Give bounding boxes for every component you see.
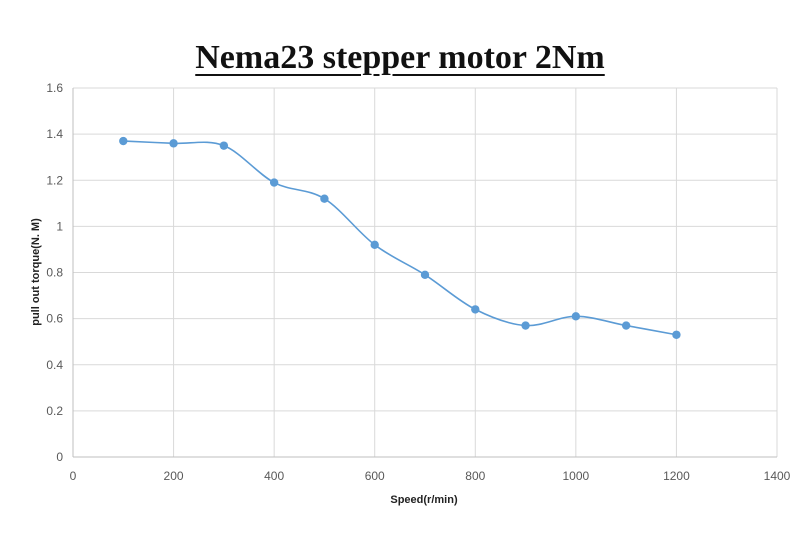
data-point bbox=[571, 312, 581, 321]
x-tick-label: 1000 bbox=[563, 469, 590, 483]
x-tick-label: 0 bbox=[70, 469, 77, 483]
x-axis-label: Speed(r/min) bbox=[390, 494, 458, 506]
y-tick-label: 0.6 bbox=[46, 312, 63, 326]
y-tick-label: 1.6 bbox=[46, 81, 63, 95]
data-point bbox=[521, 321, 530, 330]
x-tick-label: 1400 bbox=[764, 469, 791, 483]
x-tick-label: 400 bbox=[264, 469, 284, 483]
gridlines bbox=[73, 87, 778, 457]
data-point bbox=[621, 321, 631, 330]
y-tick-label: 1.4 bbox=[46, 127, 63, 141]
data-point bbox=[672, 330, 681, 339]
chart-title: Nema23 stepper motor 2Nm bbox=[195, 39, 605, 76]
x-tick-label: 800 bbox=[465, 469, 485, 483]
x-tick-label: 600 bbox=[365, 469, 385, 483]
data-point bbox=[169, 139, 178, 148]
y-tick-label: 0 bbox=[56, 450, 63, 464]
y-tick-labels: 0 0.2 0.4 0.6 0.8 1 1.2 1.4 1.6 bbox=[46, 81, 63, 464]
data-point bbox=[119, 136, 128, 146]
data-point bbox=[370, 240, 379, 250]
series-line bbox=[123, 140, 677, 336]
y-tick-label: 0.8 bbox=[46, 266, 63, 280]
data-point bbox=[471, 305, 480, 314]
y-tick-label: 1.2 bbox=[46, 173, 63, 187]
y-tick-label: 0.2 bbox=[46, 404, 63, 418]
y-tick-label: 1 bbox=[56, 219, 63, 233]
data-point bbox=[420, 270, 430, 280]
series bbox=[119, 136, 681, 339]
data-point bbox=[219, 141, 229, 150]
data-point bbox=[269, 178, 279, 187]
x-tick-label: 1200 bbox=[663, 469, 690, 483]
x-tick-label: 200 bbox=[164, 469, 184, 483]
y-axis-label: pull out torque(N. M) bbox=[30, 218, 42, 326]
axes bbox=[72, 88, 777, 458]
y-tick-label: 0.4 bbox=[46, 358, 63, 372]
data-point bbox=[320, 194, 329, 203]
x-tick-labels: 0 200 400 600 800 1000 1200 1400 bbox=[70, 469, 791, 483]
